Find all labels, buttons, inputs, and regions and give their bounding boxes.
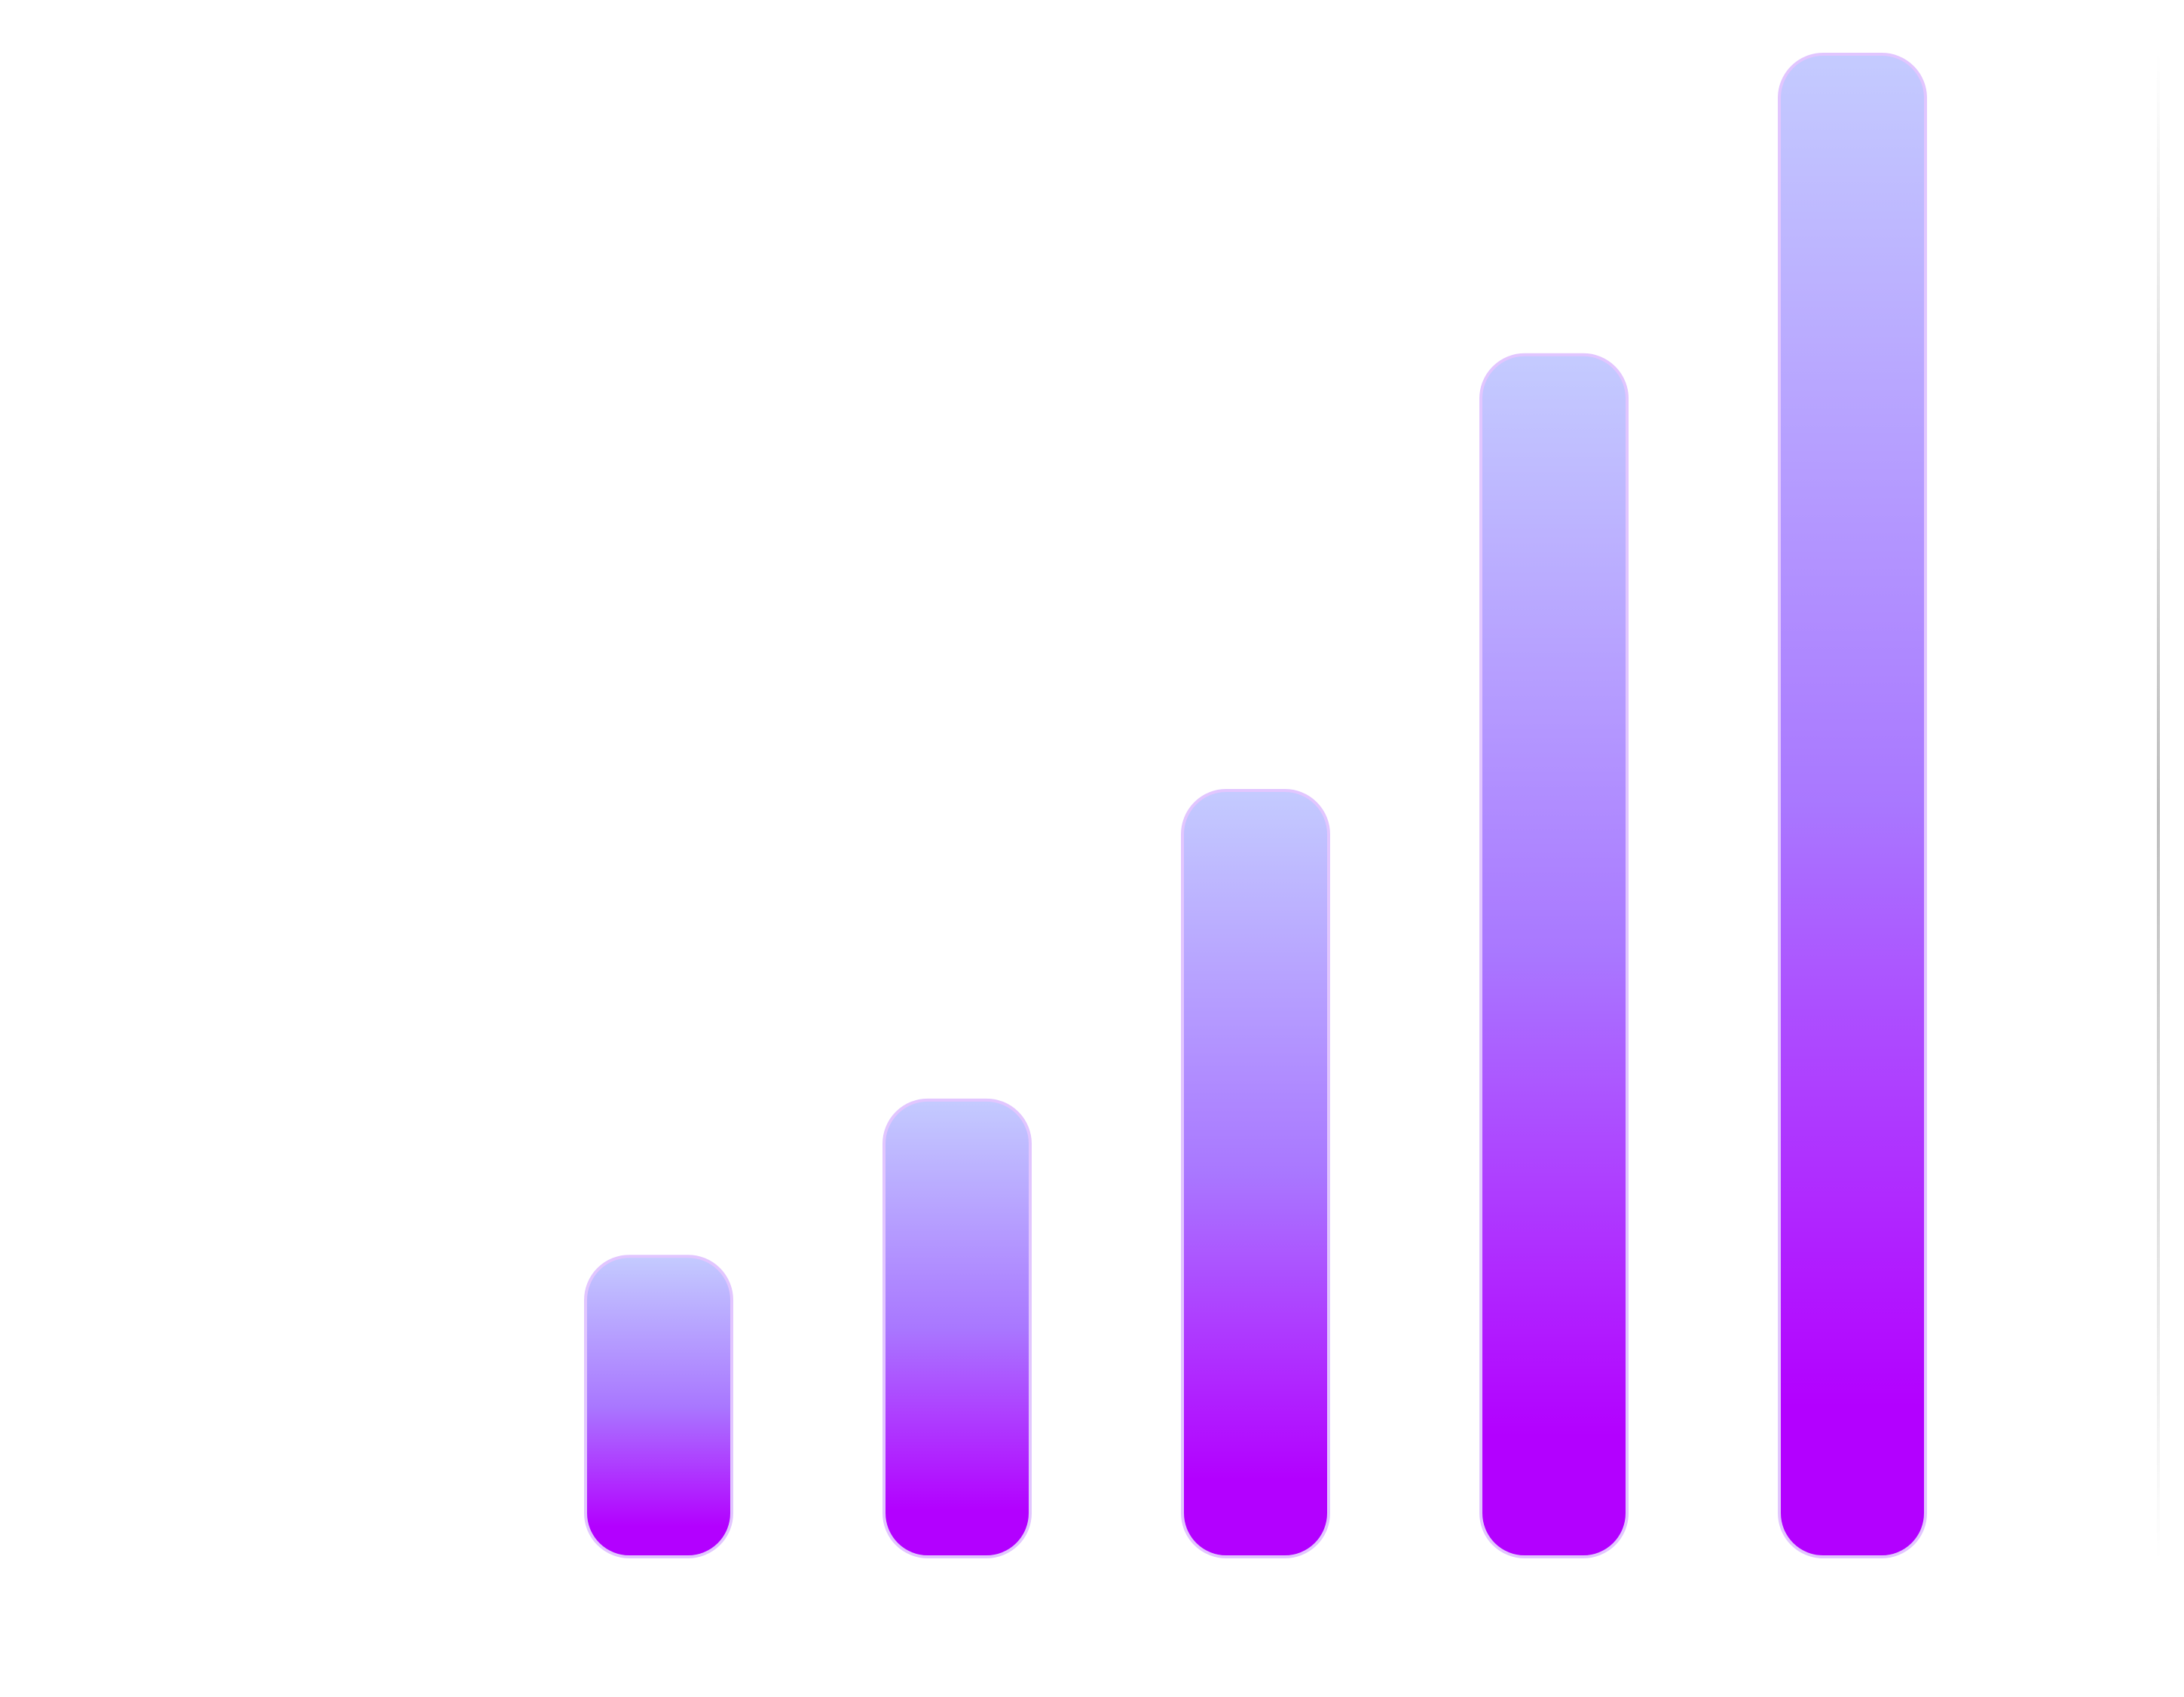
bar-5 [1778,53,1927,1558]
right-divider [2157,53,2160,1560]
bar-2 [882,1098,1032,1558]
bar-1 [584,1255,733,1558]
bars-layer [584,53,1927,1559]
bar-3 [1181,789,1330,1559]
bar-4 [1479,353,1629,1558]
